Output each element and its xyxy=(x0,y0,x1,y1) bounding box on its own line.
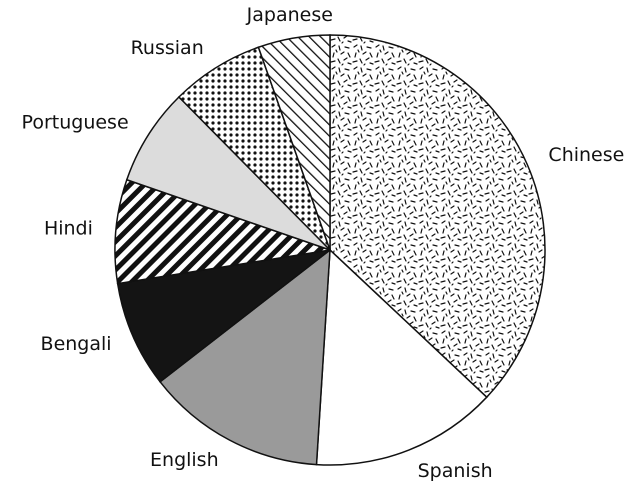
slice-label: Hindi xyxy=(44,218,93,240)
slice-label: Russian xyxy=(131,37,204,59)
slice-label: Bengali xyxy=(41,333,112,355)
slice-label: Spanish xyxy=(418,460,493,482)
pie-slice xyxy=(159,248,331,466)
pie-slice xyxy=(329,34,546,399)
pie-slice xyxy=(116,249,331,383)
pie-slice xyxy=(114,178,331,285)
pie-slice xyxy=(315,248,488,466)
pie-slice xyxy=(125,95,331,251)
pie-slice xyxy=(257,34,331,251)
slice-label: English xyxy=(150,449,219,471)
slice-label: Japanese xyxy=(246,4,333,26)
slice-label: Portuguese xyxy=(22,112,129,134)
slice-label: Chinese xyxy=(548,144,624,166)
